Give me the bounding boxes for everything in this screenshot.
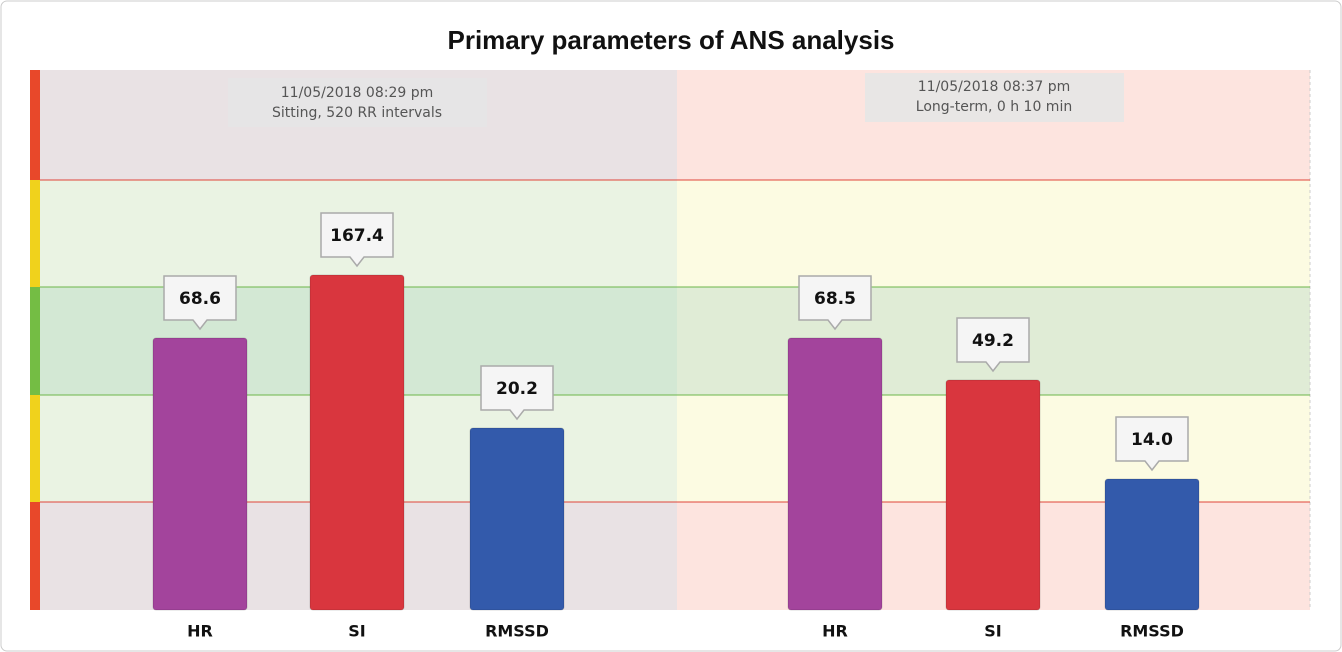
zone-strip [30,180,40,287]
chart-title: Primary parameters of ANS analysis [447,25,894,55]
category-label: SI [348,622,365,641]
timestamp: 11/05/2018 08:29 pm [281,85,433,101]
category-label: SI [984,622,1001,641]
category-label: RMSSD [1120,622,1184,641]
bar [945,379,1041,611]
timestamp: 11/05/2018 08:37 pm [918,79,1070,95]
info-box [865,73,1124,122]
description: Sitting, 520 RR intervals [272,105,442,121]
zone-strip [30,70,40,180]
value-label: 68.6 [179,289,221,309]
category-label: RMSSD [485,622,549,641]
bar [1104,478,1200,611]
callout [480,365,554,421]
value-label: 14.0 [1131,430,1173,450]
zone-strip [30,395,40,502]
bar [469,427,565,611]
bar [309,274,405,611]
category-label: HR [187,622,213,641]
value-label: 49.2 [972,331,1014,351]
value-label: 167.4 [330,226,384,246]
category-label: HR [822,622,848,641]
zone [677,180,1310,287]
value-label: 20.2 [496,379,538,399]
callout [1115,416,1189,472]
callout [320,212,394,268]
callout [956,317,1030,373]
zone-strip [30,287,40,395]
callout [163,275,237,331]
info-box [228,78,487,127]
zone-strip [30,502,40,610]
bar [152,337,248,611]
bar [787,337,883,611]
value-label: 68.5 [814,289,856,309]
description: Long-term, 0 h 10 min [916,99,1072,115]
callout [798,275,872,331]
